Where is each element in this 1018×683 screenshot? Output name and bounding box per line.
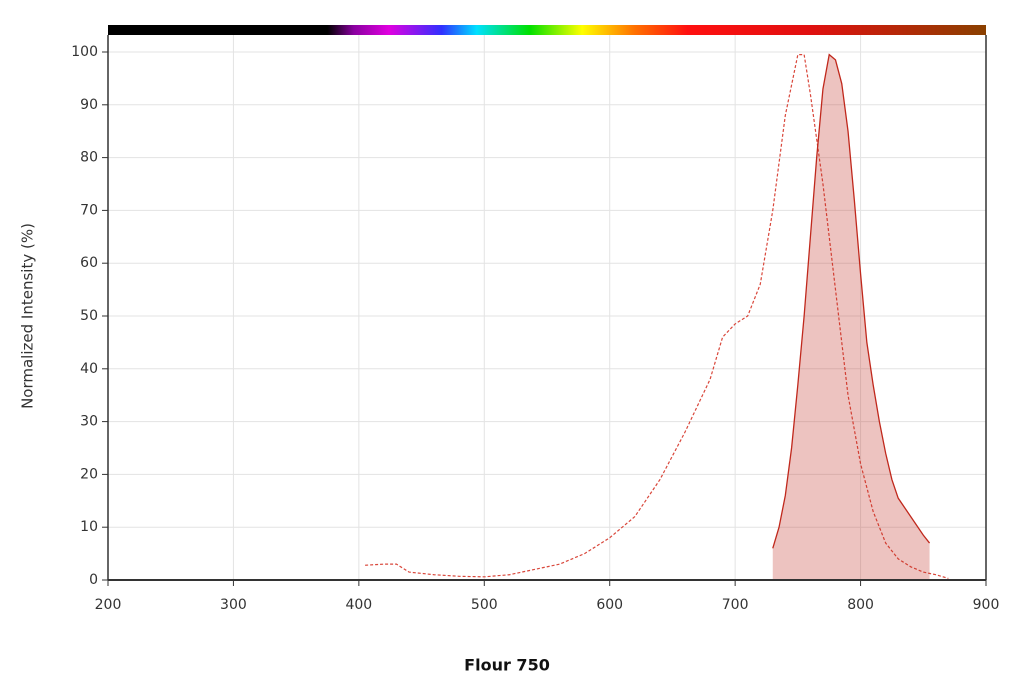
chart-title: Flour 750 <box>464 656 550 675</box>
y-tick-label: 100 <box>71 44 98 60</box>
area-fill <box>772 54 930 580</box>
plot-area: 0 10 20 30 40 50 60 70 80 90 100 200 300 400 500 600 700… <box>71 35 999 613</box>
y-tick-label: 50 <box>80 308 98 324</box>
series-line <box>772 53 931 549</box>
y-axis-label: Normalized Intensity (%) <box>19 223 37 409</box>
x-tick-label: 700 <box>722 597 749 613</box>
series-line <box>365 54 949 579</box>
y-tick-label: 60 <box>80 255 98 271</box>
y-tick-label: 0 <box>89 572 98 588</box>
x-tick-label: 800 <box>847 597 874 613</box>
x-tick-label: 300 <box>220 597 247 613</box>
x-tick-label: 200 <box>95 597 122 613</box>
y-tick-label: 40 <box>80 361 98 377</box>
x-tick-label: 500 <box>471 597 498 613</box>
spectrum-bar <box>108 25 986 35</box>
y-tick-label: 80 <box>80 150 98 166</box>
y-tick-label: 70 <box>80 202 98 218</box>
x-tick-label: 400 <box>345 597 372 613</box>
x-tick-label: 600 <box>596 597 623 613</box>
y-tick-label: 30 <box>80 414 98 430</box>
y-tick-label: 90 <box>80 97 98 113</box>
x-tick-label: 900 <box>973 597 1000 613</box>
y-tick-label: 10 <box>80 519 98 535</box>
y-tick-label: 20 <box>80 466 98 482</box>
